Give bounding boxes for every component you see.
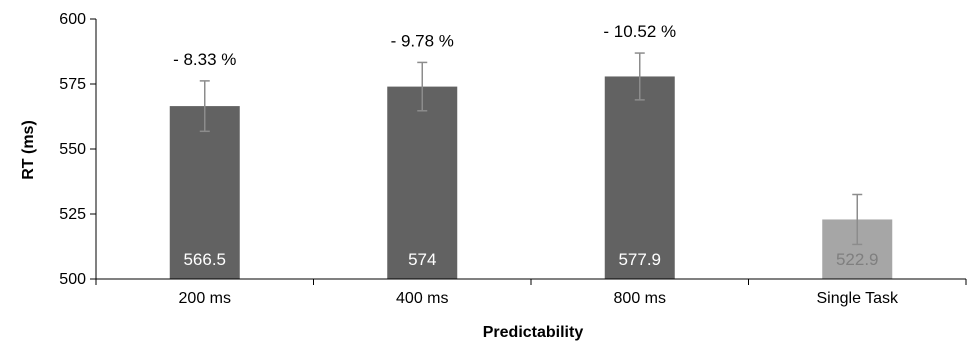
error-bar — [634, 52, 645, 101]
bar — [604, 76, 675, 280]
y-tick-label: 525 — [59, 206, 86, 223]
error-bar — [199, 80, 210, 133]
annotations-layer: - 8.33 % - 9.78 % - 10.52 % — [173, 22, 676, 69]
bar-value-label: 577.9 — [618, 250, 661, 269]
y-axis-title: RT (ms) — [20, 120, 37, 180]
x-tick-label: 400 ms — [396, 290, 448, 307]
value-labels-layer: 566.5 574 577.9 522.9 — [183, 250, 878, 269]
percent-annotation: - 10.52 % — [603, 22, 676, 41]
x-tick-label: 200 ms — [179, 290, 231, 307]
bar-value-label: 522.9 — [836, 250, 879, 269]
x-ticks-layer: 200 ms 400 ms 800 ms Single Task — [95, 279, 967, 307]
x-tick-label: Single Task — [816, 290, 899, 307]
percent-annotation: - 8.33 % — [173, 50, 236, 69]
bar-value-label: 574 — [408, 250, 436, 269]
bar — [169, 106, 240, 279]
y-tick-label: 500 — [59, 271, 86, 288]
bar — [387, 86, 458, 279]
y-tick-label: 600 — [59, 11, 86, 28]
error-bar — [852, 193, 863, 246]
bar-value-label: 566.5 — [183, 250, 226, 269]
error-bar — [417, 61, 428, 112]
error-bars-layer — [199, 52, 863, 246]
x-tick-label: 800 ms — [614, 290, 666, 307]
y-ticks-layer: 500 525 550 575 600 — [59, 11, 96, 288]
y-tick-label: 550 — [59, 141, 86, 158]
x-axis-title: Predictability — [483, 324, 584, 341]
percent-annotation: - 9.78 % — [391, 31, 454, 50]
y-tick-label: 575 — [59, 76, 86, 93]
bars-layer — [169, 76, 893, 280]
